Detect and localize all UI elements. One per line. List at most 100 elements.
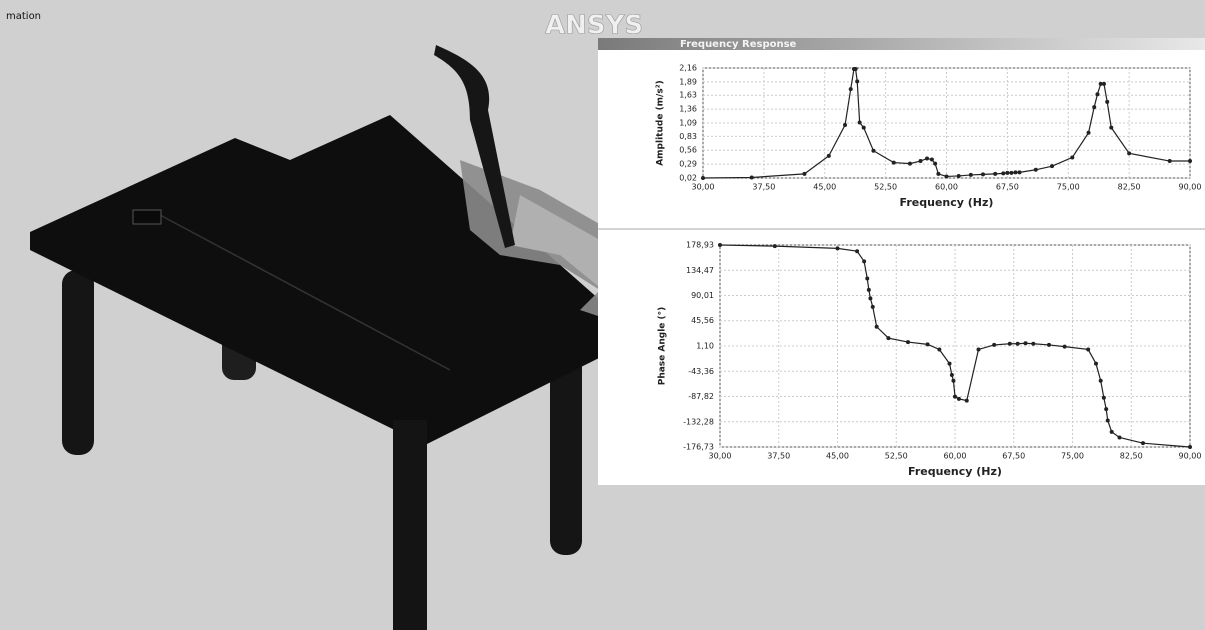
corner-label: mation xyxy=(6,11,41,22)
y-tick-label: 1,36 xyxy=(679,105,697,114)
data-point xyxy=(981,172,986,177)
data-point xyxy=(1009,170,1014,175)
data-point xyxy=(951,378,956,383)
x-tick-label: 37,50 xyxy=(767,452,790,461)
data-point xyxy=(718,243,722,247)
data-point xyxy=(1015,341,1020,346)
data-point xyxy=(871,148,876,153)
data-point xyxy=(1141,441,1145,446)
data-point xyxy=(976,347,981,352)
data-point xyxy=(1023,341,1028,346)
data-point xyxy=(949,373,954,378)
x-tick-label: 75,00 xyxy=(1057,183,1080,192)
x-tick-label: 52,50 xyxy=(885,452,908,461)
data-point xyxy=(701,176,705,180)
data-point xyxy=(1188,445,1192,449)
data-point xyxy=(886,336,891,341)
data-point xyxy=(749,175,754,180)
data-point xyxy=(1104,407,1109,412)
x-tick-label: 67,50 xyxy=(996,183,1019,192)
x-tick-label: 37,50 xyxy=(752,183,775,192)
panel-title: Frequency Response xyxy=(680,39,797,50)
y-tick-label: 1,09 xyxy=(679,119,697,128)
data-point xyxy=(937,347,942,352)
data-point xyxy=(1086,347,1091,352)
data-point xyxy=(1117,435,1122,440)
data-point xyxy=(1013,170,1018,175)
data-point xyxy=(968,172,973,177)
y-tick-label: 90,01 xyxy=(691,291,714,300)
x-tick-label: 30,00 xyxy=(692,183,715,192)
data-point xyxy=(907,161,912,166)
data-point xyxy=(956,173,961,178)
data-point xyxy=(936,171,941,176)
data-point xyxy=(848,87,853,92)
y-tick-label: 45,56 xyxy=(691,316,714,325)
data-point xyxy=(891,160,896,165)
y-tick-label: 1,63 xyxy=(679,91,697,100)
x-tick-label: 52,50 xyxy=(874,183,897,192)
x-axis-title: Frequency (Hz) xyxy=(900,196,994,209)
x-tick-label: 30,00 xyxy=(709,452,732,461)
data-point xyxy=(1098,81,1103,86)
x-tick-label: 45,00 xyxy=(826,452,849,461)
data-point xyxy=(992,342,997,347)
data-point xyxy=(947,361,952,366)
data-point xyxy=(855,249,860,254)
x-tick-label: 67,50 xyxy=(1002,452,1025,461)
data-point xyxy=(1095,92,1100,97)
data-point xyxy=(865,276,870,281)
data-point xyxy=(868,296,873,301)
y-tick-label: 1,89 xyxy=(679,77,697,86)
data-point xyxy=(857,120,862,125)
data-point xyxy=(956,396,961,401)
data-point xyxy=(853,67,858,72)
x-tick-label: 90,00 xyxy=(1179,183,1202,192)
y-axis-title: Amplitude (m/s²) xyxy=(656,80,666,166)
data-point xyxy=(1092,105,1097,110)
y-tick-label: -132,28 xyxy=(683,417,714,426)
x-tick-label: 90,00 xyxy=(1179,452,1202,461)
data-point xyxy=(874,324,879,329)
logo: ANSYS xyxy=(545,11,643,41)
data-point xyxy=(1109,429,1114,434)
data-point xyxy=(993,171,998,176)
data-point xyxy=(802,171,807,176)
data-point xyxy=(933,161,938,166)
data-point xyxy=(1109,125,1114,130)
x-tick-label: 75,00 xyxy=(1061,452,1084,461)
data-point xyxy=(862,259,867,264)
data-point xyxy=(772,244,777,249)
data-point xyxy=(1033,167,1038,172)
panel xyxy=(598,38,1205,485)
data-point xyxy=(1001,171,1006,176)
data-point xyxy=(1094,361,1098,366)
data-point xyxy=(1105,418,1110,423)
table-model xyxy=(30,45,669,630)
y-axis-title: Phase Angle (°) xyxy=(658,307,668,386)
data-point xyxy=(1017,170,1022,175)
data-point xyxy=(929,157,934,162)
y-tick-label: 178,93 xyxy=(686,241,714,250)
data-point xyxy=(1062,344,1067,349)
data-point xyxy=(906,340,910,345)
y-tick-label: 2,16 xyxy=(679,64,697,73)
y-tick-label: -176,73 xyxy=(683,443,714,452)
data-point xyxy=(944,174,949,179)
data-point xyxy=(1105,99,1110,104)
x-tick-label: 82,50 xyxy=(1118,183,1141,192)
panel-header xyxy=(598,38,1205,50)
data-point xyxy=(925,342,930,347)
data-point xyxy=(870,304,875,309)
data-point xyxy=(1070,155,1075,160)
data-point xyxy=(1098,378,1103,383)
x-tick-label: 60,00 xyxy=(944,452,967,461)
data-point xyxy=(855,79,860,84)
data-point xyxy=(1167,159,1172,164)
data-point xyxy=(826,153,831,158)
data-point xyxy=(1101,81,1106,86)
data-point xyxy=(1005,170,1010,175)
data-point xyxy=(1047,342,1051,347)
data-point xyxy=(1188,159,1192,164)
